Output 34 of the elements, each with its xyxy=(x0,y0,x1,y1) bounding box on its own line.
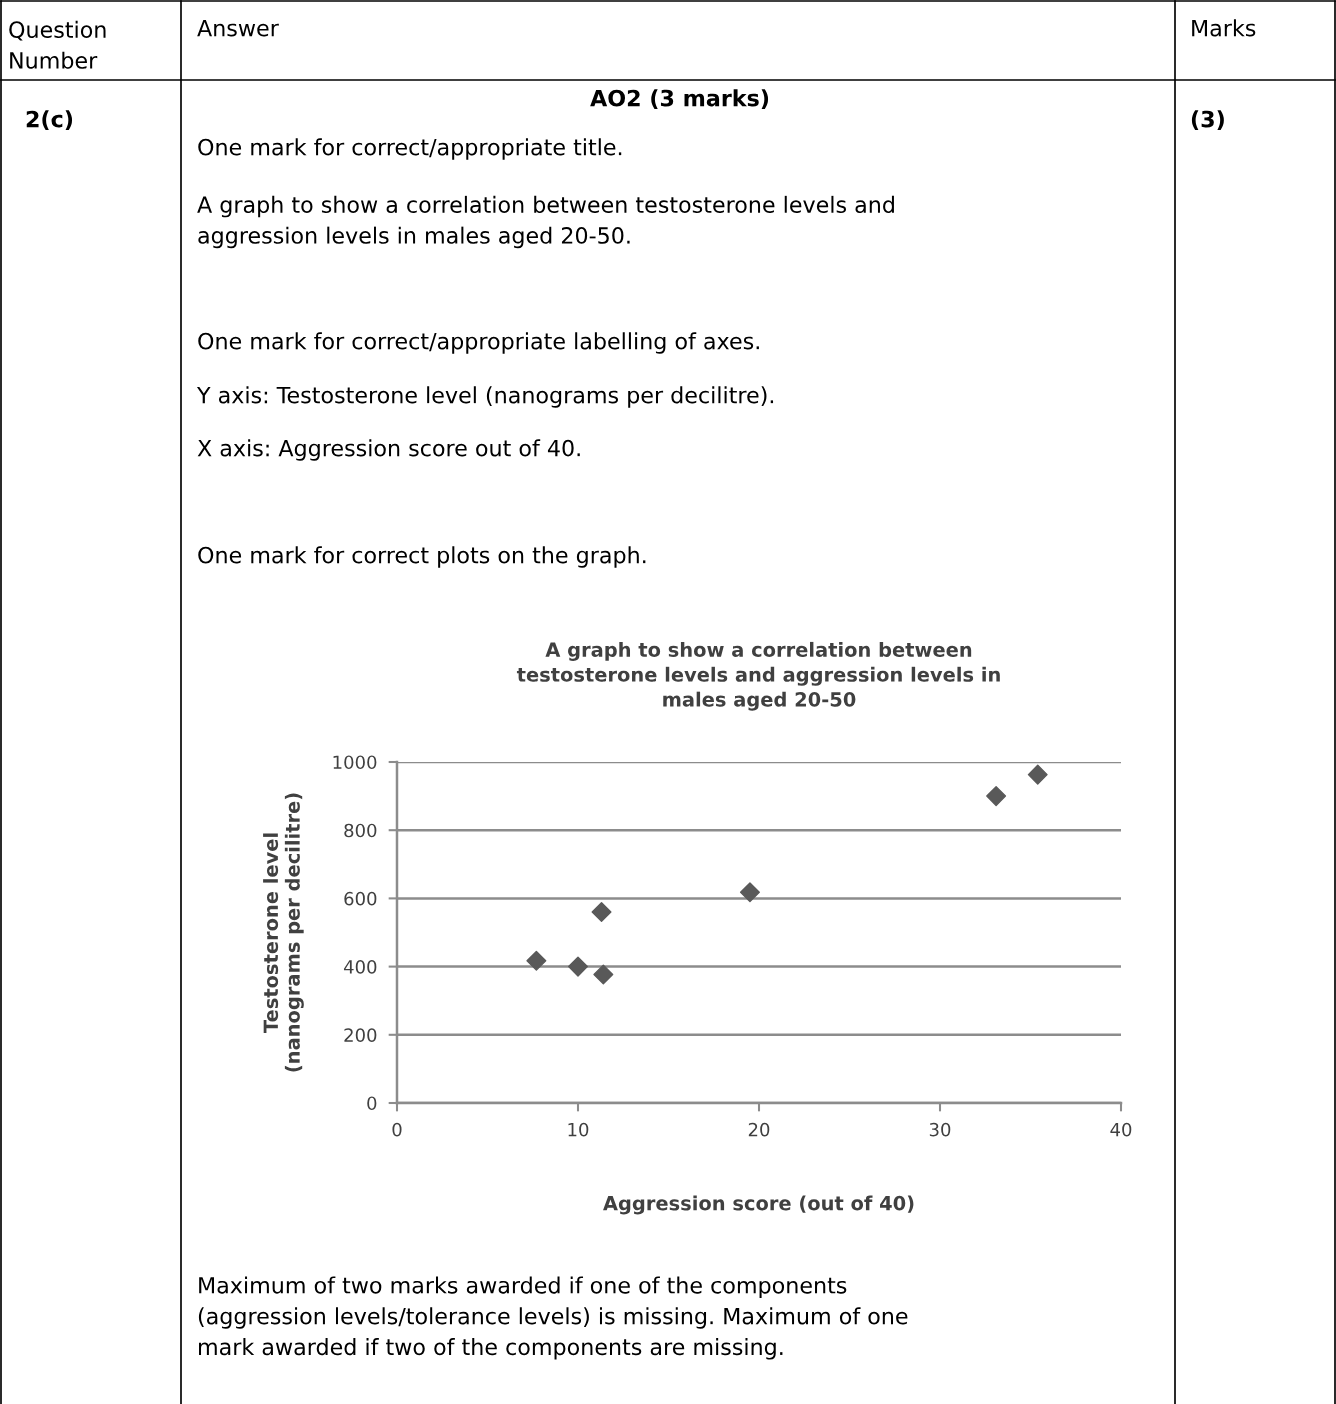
point xyxy=(593,964,614,985)
point xyxy=(591,902,612,923)
x-tick-label: 20 xyxy=(748,1122,770,1137)
point xyxy=(1027,764,1048,785)
text: Maximum of two marks awarded if one of the components (aggression levels/tolerance levels) is missing. Maximum of one mark awarded if two of the components are missing. xyxy=(198,1276,908,1360)
point xyxy=(526,950,547,971)
point xyxy=(739,882,760,903)
point xyxy=(567,956,589,977)
y-tick-label: 0 xyxy=(367,1096,377,1111)
chart-title: A graph to show a correlation between testosterone levels and aggression levels in males aged 20-50 xyxy=(516,641,1000,711)
text: 2(c) xyxy=(26,110,73,131)
text: X axis: Aggression score out of 40. xyxy=(197,439,580,461)
y-tick-label: 800 xyxy=(344,823,377,838)
text: Answer xyxy=(197,19,279,37)
text: AO2 (3 marks) xyxy=(590,89,769,110)
x-tick-label: 0 xyxy=(392,1122,402,1137)
text: One mark for correct plots on the graph. xyxy=(198,546,646,568)
text: Y axis: Testosterone level (nanograms per decilitre). xyxy=(196,386,774,408)
x-tick-label: 10 xyxy=(568,1122,589,1137)
y-axis-title: Testosterone level (nanograms per decilitre) xyxy=(263,793,304,1072)
text: (3) xyxy=(1191,110,1224,131)
point xyxy=(986,786,1007,807)
y-tick-label: 200 xyxy=(344,1028,377,1042)
x-axis-title: Aggression score (out of 40) xyxy=(603,1195,914,1215)
x-tick-label: 30 xyxy=(929,1122,951,1137)
y-tick-label: 1000 xyxy=(333,755,377,770)
text: One mark for correct/appropriate labelling of axes. xyxy=(198,332,759,354)
text: One mark for correct/appropriate title. xyxy=(198,138,622,160)
x-tick-label: 40 xyxy=(1110,1122,1132,1137)
text: A graph to show a correlation between testosterone levels and aggression levels in males aged 20-50. xyxy=(197,195,894,249)
y-tick-label: 600 xyxy=(344,891,377,906)
text: Marks xyxy=(1192,19,1256,37)
text: Question Number xyxy=(9,20,106,69)
y-tick-label: 400 xyxy=(343,960,377,974)
